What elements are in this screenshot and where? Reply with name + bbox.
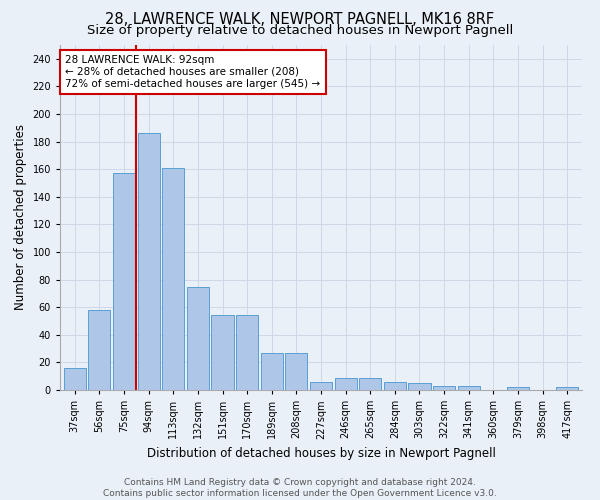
Bar	[310, 382, 332, 390]
Y-axis label: Number of detached properties: Number of detached properties	[14, 124, 27, 310]
Text: 28, LAWRENCE WALK, NEWPORT PAGNELL, MK16 8RF: 28, LAWRENCE WALK, NEWPORT PAGNELL, MK16…	[106, 12, 494, 28]
Bar	[409, 383, 431, 390]
Bar	[335, 378, 357, 390]
Bar	[433, 386, 455, 390]
Bar	[260, 352, 283, 390]
Bar	[137, 134, 160, 390]
Text: Size of property relative to detached houses in Newport Pagnell: Size of property relative to detached ho…	[87, 24, 513, 37]
Bar	[359, 378, 382, 390]
Bar	[384, 382, 406, 390]
Bar	[211, 316, 233, 390]
X-axis label: Distribution of detached houses by size in Newport Pagnell: Distribution of detached houses by size …	[146, 447, 496, 460]
Bar	[285, 352, 307, 390]
Bar	[113, 174, 135, 390]
Bar	[162, 168, 184, 390]
Bar	[64, 368, 86, 390]
Bar	[187, 286, 209, 390]
Text: Contains HM Land Registry data © Crown copyright and database right 2024.
Contai: Contains HM Land Registry data © Crown c…	[103, 478, 497, 498]
Bar	[88, 310, 110, 390]
Text: 28 LAWRENCE WALK: 92sqm
← 28% of detached houses are smaller (208)
72% of semi-d: 28 LAWRENCE WALK: 92sqm ← 28% of detache…	[65, 56, 320, 88]
Bar	[556, 387, 578, 390]
Bar	[507, 387, 529, 390]
Bar	[236, 316, 258, 390]
Bar	[458, 386, 480, 390]
